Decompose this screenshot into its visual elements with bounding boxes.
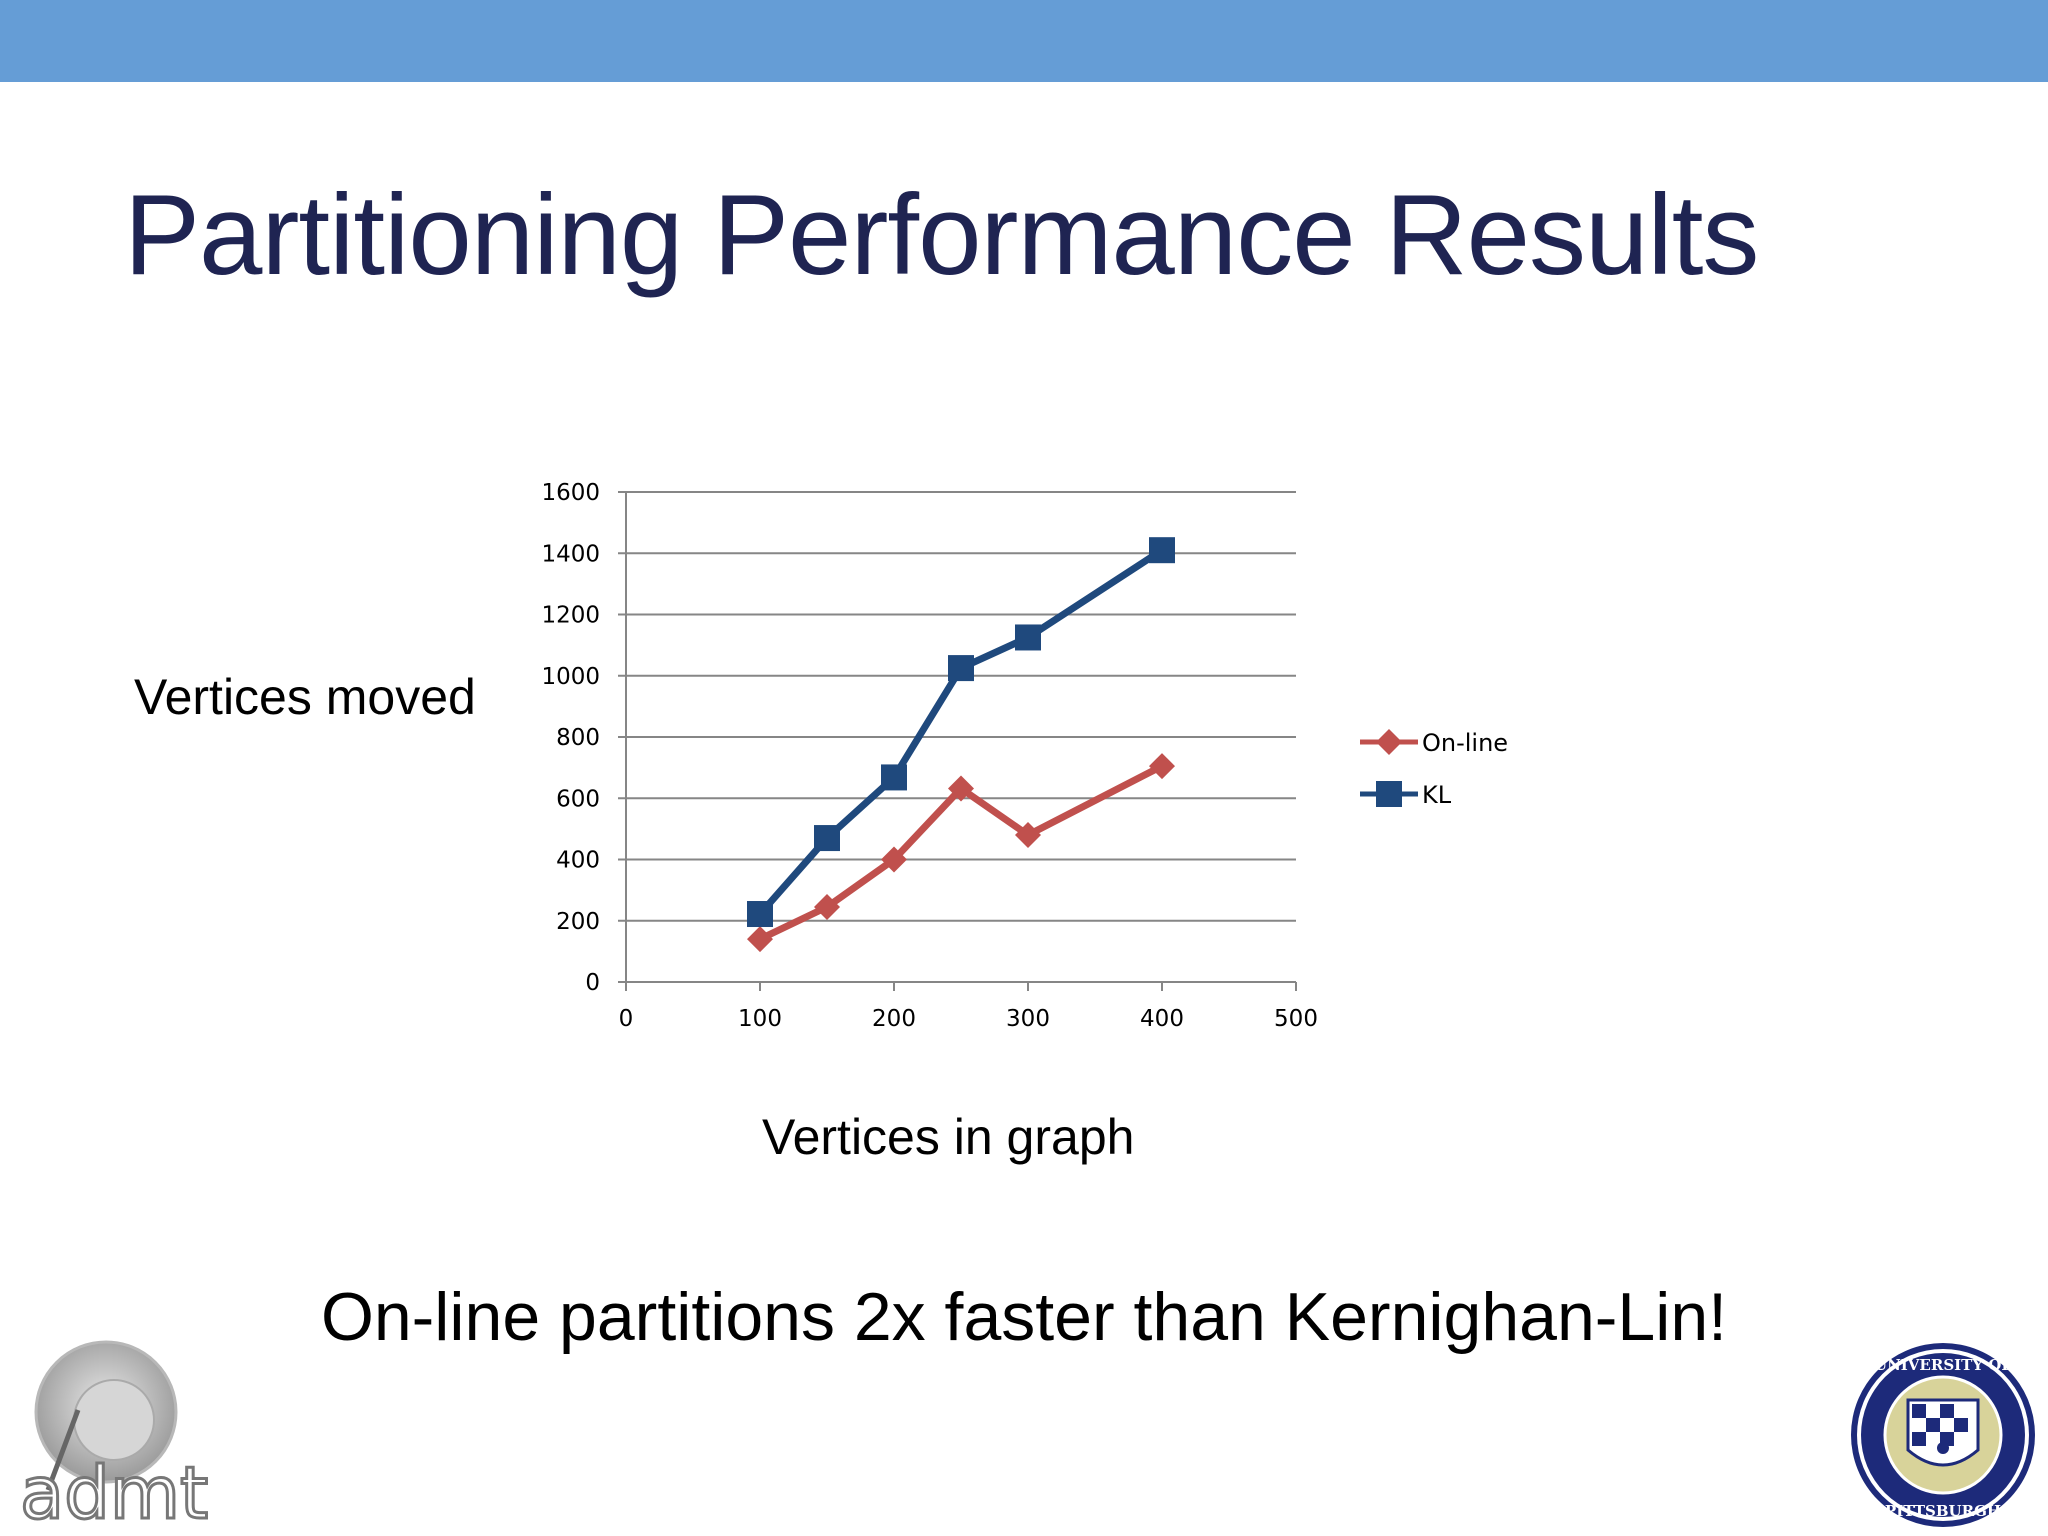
y-tick-label: 0 (585, 970, 600, 996)
x-tick-label: 200 (872, 1006, 916, 1032)
data-point-on-line (881, 846, 907, 873)
x-tick-label: 500 (1274, 1006, 1318, 1032)
legend-label-kl: KL (1422, 781, 1452, 809)
svg-text:UNIVERSITY OF: UNIVERSITY OF (1874, 1356, 2012, 1374)
data-point-kl (814, 825, 840, 852)
series-line-on-line (758, 762, 1164, 943)
y-tick-label: 200 (556, 909, 600, 935)
chart-grid (618, 491, 1296, 983)
y-axis-label: Vertices moved (134, 669, 476, 725)
legend-marker-kl (1376, 781, 1402, 807)
chart-axes: 0 200 400 600 800 1000 1200 1400 1600 0 100 200 300 4… (541, 480, 1318, 1032)
legend-marker-on-line (1376, 729, 1402, 755)
x-tick-label: 300 (1006, 1006, 1050, 1032)
y-tick-label: 600 (556, 786, 600, 812)
chart-series (747, 537, 1175, 953)
x-tick-label: 0 (619, 1006, 634, 1032)
series-kl (747, 537, 1175, 928)
data-point-kl (747, 901, 773, 928)
data-point-kl (881, 764, 907, 791)
legend-label-on-line: On-line (1422, 729, 1508, 757)
svg-text:admt: admt (20, 1451, 208, 1526)
slide-title: Partitioning Performance Results (124, 172, 1759, 299)
university-seal-logo: UNIVERSITY OF PITTSBURGH (1851, 1343, 2035, 1527)
svg-text:PITTSBURGH: PITTSBURGH (1885, 1502, 2001, 1520)
y-tick-label: 800 (556, 725, 600, 751)
y-tick-label: 400 (556, 848, 600, 874)
x-tick-label: 400 (1140, 1006, 1184, 1032)
data-point-on-line (747, 926, 773, 953)
legend-item-on-line: On-line (1360, 729, 1508, 757)
y-tick-label: 1000 (541, 664, 600, 690)
data-point-on-line (814, 893, 840, 920)
data-point-kl (1015, 624, 1041, 651)
slide-caption: On-line partitions 2x faster than Kernig… (320, 1279, 1728, 1355)
data-point-on-line (1149, 753, 1175, 780)
data-point-kl (948, 655, 974, 682)
data-point-on-line (948, 775, 974, 802)
top-accent-bar (0, 0, 2048, 82)
y-tick-label: 1600 (541, 480, 600, 506)
x-tick-label: 100 (738, 1006, 782, 1032)
x-axis-label: Vertices in graph (762, 1109, 1135, 1165)
admt-logo: admt (19, 1340, 210, 1526)
chart-legend: On-line KL (1360, 729, 1508, 809)
data-point-on-line (1015, 822, 1041, 848)
legend-item-kl: KL (1360, 781, 1452, 809)
series-on-line (747, 753, 1175, 953)
data-point-kl (1149, 537, 1175, 564)
y-tick-label: 1400 (541, 541, 600, 567)
y-tick-label: 1200 (541, 603, 600, 629)
